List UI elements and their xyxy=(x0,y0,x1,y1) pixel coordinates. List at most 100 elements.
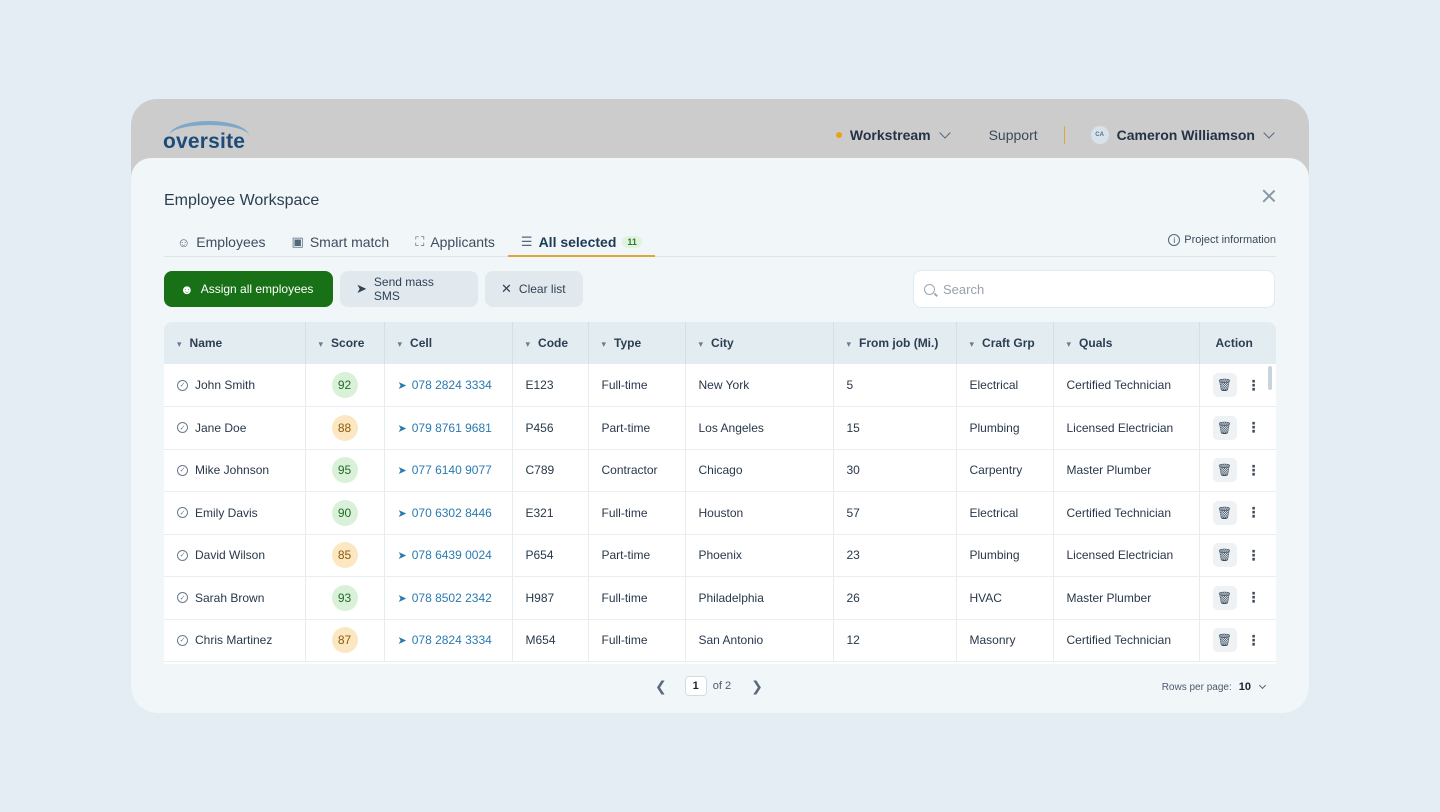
more-vertical-icon[interactable]: ⋮ xyxy=(1246,419,1261,436)
more-vertical-icon[interactable]: ⋮ xyxy=(1246,589,1261,606)
phone-link[interactable]: ➤ 078 2824 3334 xyxy=(398,378,492,392)
app-window: oversite Workstream Support CA Cameron W… xyxy=(131,99,1309,713)
more-vertical-icon[interactable]: ⋮ xyxy=(1246,461,1261,478)
cell-action: 🗑 ⋮ xyxy=(1199,576,1276,620)
send-icon: ➤ xyxy=(397,380,407,392)
phone-link[interactable]: ➤ 079 8761 9681 xyxy=(398,421,492,435)
more-vertical-icon[interactable]: ⋮ xyxy=(1246,504,1261,521)
tab-label: Employees xyxy=(196,234,266,250)
phone-link[interactable]: ➤ 078 2824 3334 xyxy=(398,633,492,647)
column-label: Type xyxy=(614,336,642,350)
tab-applicants[interactable]: ⛶ Applicants xyxy=(402,228,508,256)
table-row[interactable]: ✓ Sarah Brown 93 ➤ 078 8502 2342 H987 Full-tim… xyxy=(164,576,1276,620)
close-icon[interactable] xyxy=(1261,188,1277,204)
cell-quals: Licensed Electrician xyxy=(1053,534,1200,577)
cell-name: ✓ Emily Davis xyxy=(164,491,306,535)
cell-action: 🗑 ⋮ xyxy=(1199,491,1276,535)
sort-icon: ▾ xyxy=(318,338,324,349)
workstream-dropdown[interactable]: Workstream xyxy=(835,127,953,143)
phone-link[interactable]: ➤ 070 6302 8446 xyxy=(398,506,492,520)
check-circle-icon[interactable]: ✓ xyxy=(177,379,188,391)
image-icon: ▣ xyxy=(291,234,304,249)
column-header-cell[interactable]: ▾ Cell xyxy=(384,322,513,364)
clear-list-label: Clear list xyxy=(518,282,566,296)
check-circle-icon[interactable]: ✓ xyxy=(177,592,188,604)
column-header-score[interactable]: ▾ Score xyxy=(305,322,385,364)
more-vertical-icon[interactable]: ⋮ xyxy=(1246,631,1261,648)
project-information-link[interactable]: i Project information xyxy=(1168,234,1276,246)
trash-icon[interactable]: 🗑 xyxy=(1212,415,1237,440)
check-circle-icon[interactable]: ✓ xyxy=(177,634,188,646)
trash-icon[interactable]: 🗑 xyxy=(1212,628,1237,653)
column-label: Score xyxy=(331,336,365,350)
tab-smart-match[interactable]: ▣ Smart match xyxy=(279,228,403,256)
column-header-code[interactable]: ▾ Code xyxy=(512,322,589,364)
sort-icon: ▾ xyxy=(846,338,852,349)
phone-number: 070 6302 8446 xyxy=(411,505,492,520)
table-row[interactable]: ✓ Emily Davis 90 ➤ 070 6302 8446 E321 Full-tim… xyxy=(164,491,1276,535)
search-input[interactable] xyxy=(943,281,1243,297)
scrollbar[interactable] xyxy=(1268,366,1272,390)
tab-employees[interactable]: ☺ Employees xyxy=(164,228,279,256)
table-row[interactable]: ✓ David Wilson 85 ➤ 078 6439 0024 P654 Part-ti… xyxy=(164,534,1276,577)
cell-type: Full-time xyxy=(588,491,686,535)
table-row[interactable]: ✓ John Smith 92 ➤ 078 2824 3334 E123 Full-time… xyxy=(164,364,1276,407)
phone-link[interactable]: ➤ 077 6140 9077 xyxy=(398,463,492,477)
column-header-quals[interactable]: ▾ Quals xyxy=(1053,322,1200,364)
cell-name: ✓ Chris Martinez xyxy=(164,619,306,662)
column-label: Cell xyxy=(410,336,433,350)
column-header-type[interactable]: ▾ Type xyxy=(588,322,686,364)
check-circle-icon[interactable]: ✓ xyxy=(177,549,188,561)
cell-from-job: 15 xyxy=(833,406,957,450)
trash-icon[interactable]: 🗑 xyxy=(1212,543,1237,568)
cell-code: P654 xyxy=(512,534,589,577)
cell-phone: ➤ 070 6302 8446 xyxy=(384,491,513,535)
pagination: ❮ 1 of 2 ❯ xyxy=(655,676,763,696)
top-nav: Workstream Support CA Cameron Williamson xyxy=(835,123,1277,147)
table-row[interactable]: ✓ Chris Martinez 87 ➤ 078 2824 3334 M654 Full-… xyxy=(164,619,1276,662)
logo-arc xyxy=(169,121,249,151)
sort-icon: ▾ xyxy=(969,338,975,349)
page-title: Employee Workspace xyxy=(164,192,320,209)
status-dot xyxy=(835,132,842,138)
column-header-name[interactable]: ▾ Name xyxy=(164,322,306,364)
more-vertical-icon[interactable]: ⋮ xyxy=(1246,376,1261,393)
check-circle-icon[interactable]: ✓ xyxy=(177,422,188,434)
table-row[interactable]: ✓ Mike Johnson 95 ➤ 077 6140 9077 C789 Contrac… xyxy=(164,449,1276,492)
check-circle-icon[interactable]: ✓ xyxy=(177,507,188,519)
more-vertical-icon[interactable]: ⋮ xyxy=(1246,546,1261,563)
cell-score: 88 xyxy=(305,406,385,450)
assign-all-button[interactable]: ☻ Assign all employees xyxy=(164,271,333,307)
phone-link[interactable]: ➤ 078 6439 0024 xyxy=(398,548,492,562)
oversite-logo[interactable]: oversite xyxy=(163,121,253,155)
send-sms-button[interactable]: ➤ Send mass SMS xyxy=(340,271,478,307)
phone-link[interactable]: ➤ 078 8502 2342 xyxy=(398,591,492,605)
trash-icon[interactable]: 🗑 xyxy=(1212,500,1237,525)
cell-city: Los Angeles xyxy=(685,406,834,450)
trash-icon[interactable]: 🗑 xyxy=(1212,458,1237,483)
check-circle-icon[interactable]: ✓ xyxy=(177,464,188,476)
rows-per-page[interactable]: Rows per page: 10 xyxy=(1162,681,1267,693)
score-badge: 85 xyxy=(331,542,358,569)
sort-icon: ▾ xyxy=(177,338,182,349)
current-page[interactable]: 1 xyxy=(684,676,707,696)
column-header-from-job[interactable]: ▾ From job (Mi.) xyxy=(833,322,957,364)
tab-all-selected[interactable]: ☰ All selected 11 xyxy=(507,228,655,257)
cell-city: San Antonio xyxy=(685,619,834,662)
cell-phone: ➤ 079 8761 9681 xyxy=(384,406,513,450)
trash-icon[interactable]: 🗑 xyxy=(1212,373,1237,397)
cell-craft-grp: Plumbing xyxy=(956,534,1054,577)
table-row[interactable]: ✓ Jane Doe 88 ➤ 079 8761 9681 P456 Part-time Lo… xyxy=(164,406,1276,450)
user-menu[interactable]: CA Cameron Williamson xyxy=(1090,126,1277,144)
search-icon xyxy=(924,283,935,295)
clear-list-button[interactable]: ✕ Clear list xyxy=(485,271,583,307)
trash-icon[interactable]: 🗑 xyxy=(1212,585,1237,610)
column-header-city[interactable]: ▾ City xyxy=(685,322,834,364)
chevron-left-icon[interactable]: ❮ xyxy=(655,677,667,694)
chevron-right-icon[interactable]: ❯ xyxy=(751,677,763,694)
send-icon: ➤ xyxy=(397,592,407,605)
support-link[interactable]: Support xyxy=(988,127,1038,143)
score-badge: 92 xyxy=(331,372,358,398)
employee-name: Jane Doe xyxy=(195,420,247,435)
column-header-craft-grp[interactable]: ▾ Craft Grp xyxy=(956,322,1054,364)
